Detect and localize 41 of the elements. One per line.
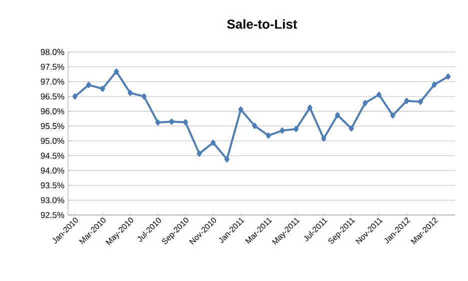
point xyxy=(280,128,285,134)
point xyxy=(252,122,258,129)
point xyxy=(196,150,202,157)
point xyxy=(404,98,410,104)
y-tick-label: 94.0% xyxy=(40,168,64,174)
point xyxy=(155,120,160,126)
point xyxy=(224,156,230,162)
point xyxy=(72,93,78,100)
point xyxy=(348,125,354,132)
y-tick-label: 96.5% xyxy=(40,93,64,100)
y-tick-label: 94.5% xyxy=(40,152,64,159)
point xyxy=(86,82,92,88)
point xyxy=(446,74,451,80)
y-tick-label: 93.5% xyxy=(40,182,64,188)
point xyxy=(376,92,382,98)
point xyxy=(238,106,244,112)
y-tick-label: 98.0% xyxy=(40,49,64,55)
point xyxy=(335,112,340,118)
point xyxy=(114,68,119,75)
point xyxy=(294,126,299,132)
y-tick-label: 92.5% xyxy=(40,212,64,218)
point xyxy=(142,93,147,100)
point xyxy=(418,98,423,105)
point xyxy=(390,112,396,118)
point xyxy=(321,136,326,142)
y-tick-label: 93.0% xyxy=(40,197,64,204)
y-tick-label: 97.5% xyxy=(40,64,64,70)
point xyxy=(266,132,271,139)
point xyxy=(307,104,312,111)
point xyxy=(210,140,216,146)
point xyxy=(100,86,106,92)
y-tick-label: 95.5% xyxy=(40,123,64,130)
y-tick-label: 95.0% xyxy=(40,138,64,144)
point xyxy=(432,82,437,88)
y-tick-label: 96.0% xyxy=(40,108,64,114)
y-tick-label: 97.0% xyxy=(40,78,64,85)
point xyxy=(182,119,188,126)
point xyxy=(128,90,133,96)
point xyxy=(362,100,368,106)
point xyxy=(169,118,174,125)
chart-title: Sale-to-List xyxy=(227,19,298,29)
